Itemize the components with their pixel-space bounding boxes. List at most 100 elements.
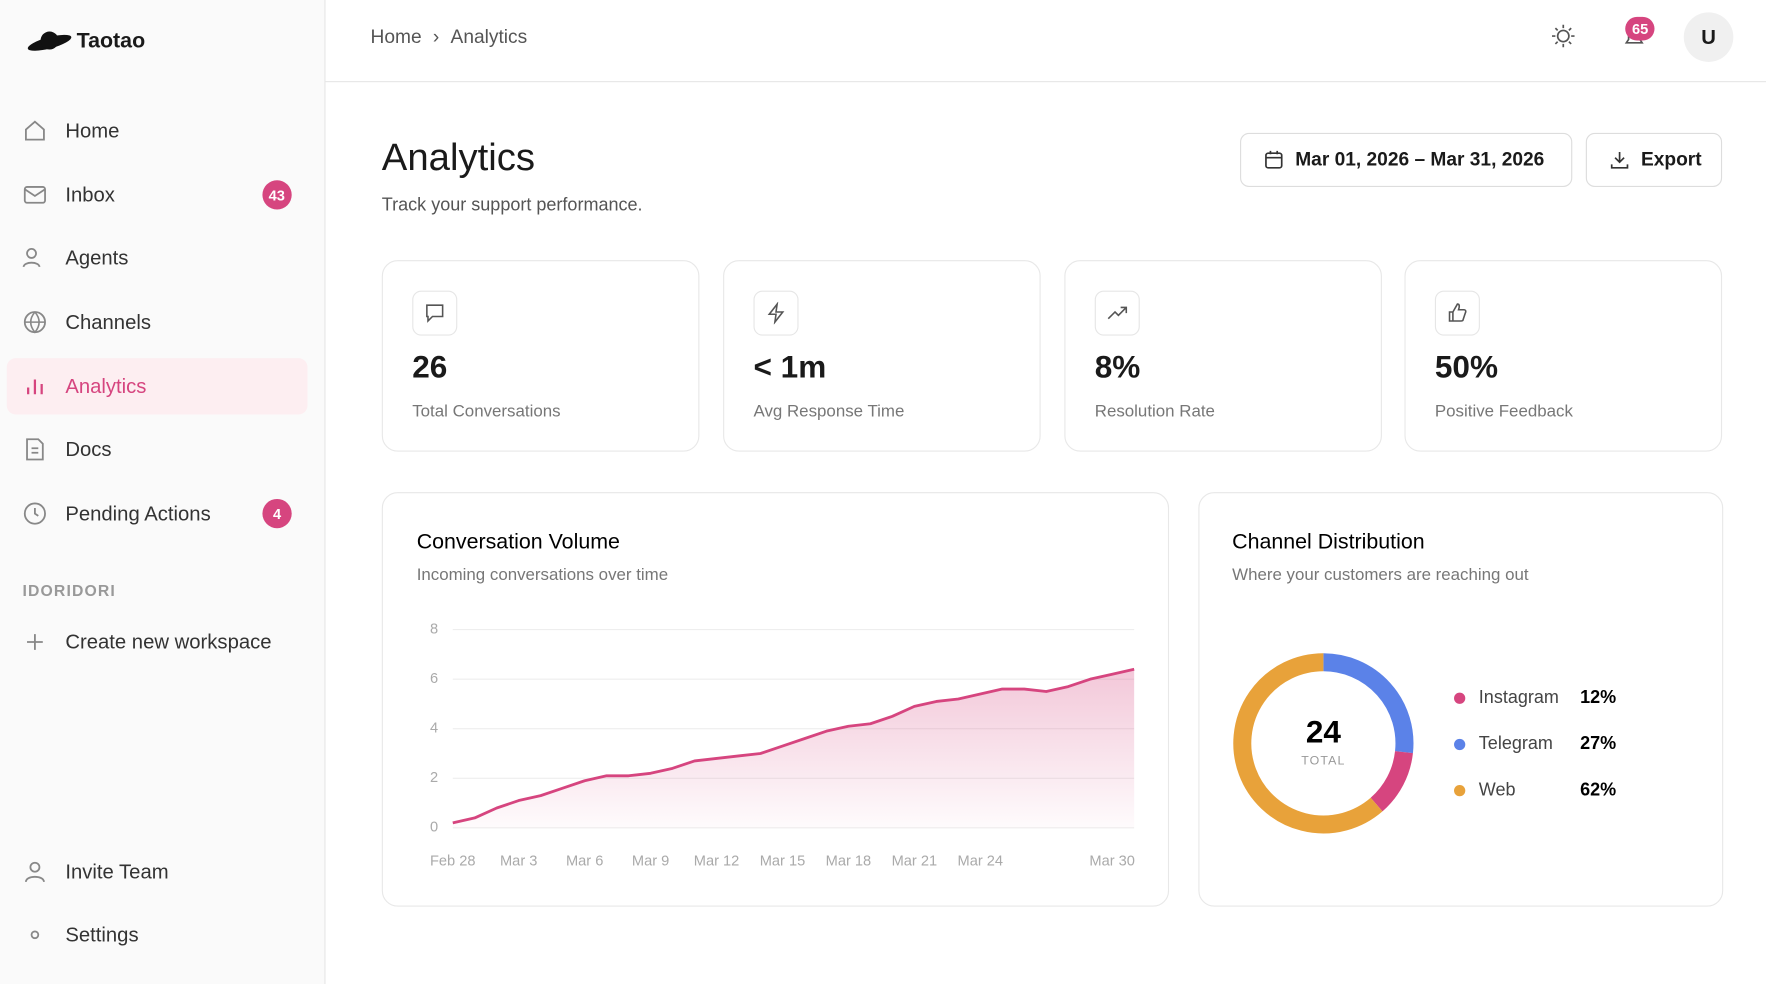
- center-value: 24: [1306, 714, 1342, 750]
- legend-label: Web: [1479, 779, 1516, 799]
- nav-label: Agents: [65, 246, 129, 269]
- value-label: 12%: [1580, 687, 1616, 707]
- nav-item[interactable]: Invite Team: [7, 844, 308, 900]
- nav-item[interactable]: Analytics: [6, 358, 308, 415]
- y-tick-label: 2: [430, 770, 438, 786]
- x-tick-label: Mar 9: [632, 853, 669, 869]
- icon: [23, 502, 46, 525]
- theme-toggle[interactable]: [1551, 24, 1576, 49]
- stat-card: < 1m Avg Response Time: [723, 260, 1041, 452]
- icon: [27, 634, 43, 650]
- x-tick-label: Mar 18: [826, 853, 872, 869]
- chart-subtitle: Incoming conversations over time: [417, 565, 668, 584]
- icon: [23, 311, 46, 334]
- date-range-button[interactable]: Mar 01, 2026 – Mar 31, 2026: [1240, 132, 1573, 187]
- donut-segment: [1370, 750, 1413, 812]
- nav-label: Home: [65, 118, 120, 142]
- value-label: 27%: [1580, 733, 1616, 753]
- label: Mar 01, 2026 – Mar 31, 2026: [1295, 148, 1545, 171]
- y-tick-label: 0: [430, 820, 438, 836]
- sidebar: Taotao Home Inbox 43 Agents Channels Anal…: [0, 0, 326, 984]
- workspace-heading: IDORIDORI: [22, 581, 116, 600]
- nav-label: Docs: [65, 437, 112, 461]
- legend-label: Telegram: [1479, 733, 1553, 753]
- icon: [1434, 290, 1480, 336]
- stat-card: 50% Positive Feedback: [1404, 260, 1723, 452]
- crumb[interactable]: Home: [370, 25, 422, 48]
- x-tick-label: Mar 21: [892, 853, 938, 869]
- icon: [753, 290, 799, 336]
- nav-item[interactable]: Pending Actions 4: [7, 485, 308, 541]
- stat-value: 50%: [1434, 349, 1499, 385]
- icon: [25, 120, 45, 141]
- nav-label: Analytics: [65, 374, 147, 398]
- stat-card: 8% Resolution Rate: [1064, 260, 1382, 452]
- icon: [27, 379, 43, 395]
- stat-label: Resolution Rate: [1094, 402, 1215, 422]
- nav-item[interactable]: Home: [7, 102, 308, 158]
- stat-value: < 1m: [753, 349, 827, 385]
- donut-segment: [1233, 653, 1383, 834]
- icon: [412, 290, 458, 336]
- page-title: Analytics: [381, 136, 536, 180]
- separator: ›: [432, 25, 440, 48]
- legend-swatch: [1454, 785, 1466, 797]
- icon: [26, 438, 44, 461]
- notification-badge: 65: [1625, 16, 1656, 41]
- breadcrumb: Home › Analytics: [371, 26, 528, 49]
- x-tick-label: Mar 12: [694, 853, 740, 869]
- stat-label: Total Conversations: [412, 402, 561, 422]
- value-label: 62%: [1580, 779, 1616, 799]
- chart-title: Conversation Volume: [417, 530, 620, 554]
- nav-label: Create new workspace: [65, 630, 272, 653]
- legend-swatch: [1454, 692, 1466, 704]
- y-tick-label: 6: [430, 671, 438, 687]
- stat-value: 26: [412, 349, 448, 385]
- nav-label: Channels: [65, 310, 151, 333]
- icon: [1610, 152, 1629, 169]
- legend-label: Instagram: [1479, 687, 1559, 707]
- nav-item[interactable]: Docs: [7, 421, 308, 477]
- chart-title: Channel Distribution: [1232, 530, 1424, 554]
- stat-label: Positive Feedback: [1434, 402, 1573, 422]
- center-label: TOTAL: [1301, 754, 1345, 768]
- x-tick-label: Mar 3: [500, 853, 537, 869]
- x-tick-label: Mar 6: [566, 853, 603, 869]
- export-button[interactable]: Export: [1585, 132, 1723, 187]
- brand: Taotao: [76, 29, 146, 53]
- y-tick-label: 8: [430, 621, 438, 637]
- stat-value: 8%: [1094, 349, 1141, 385]
- nav-item[interactable]: Agents: [7, 230, 308, 286]
- y-tick-label: 4: [430, 721, 438, 737]
- nav-item[interactable]: Channels: [7, 294, 308, 350]
- label: Export: [1640, 148, 1702, 171]
- icon: [1094, 290, 1140, 336]
- create-workspace[interactable]: Create new workspace: [7, 614, 308, 670]
- nav-item[interactable]: Settings: [7, 907, 308, 963]
- stat-label: Avg Response Time: [753, 402, 905, 422]
- nav-label: Settings: [65, 922, 139, 946]
- stat-card: 26 Total Conversations: [381, 260, 700, 452]
- icon: [25, 861, 45, 883]
- line: [452, 667, 1135, 825]
- logo: [27, 31, 72, 51]
- page-subtitle: Track your support performance.: [381, 195, 643, 216]
- nav-item[interactable]: Inbox 43: [7, 167, 308, 223]
- badge: 4: [262, 498, 292, 529]
- legend-swatch: [1454, 738, 1466, 751]
- avatar[interactable]: U: [1683, 12, 1734, 62]
- nav-label: Pending Actions: [65, 501, 211, 525]
- x-tick-label: Mar 30: [1089, 853, 1135, 869]
- chart-subtitle: Where your customers are reaching out: [1232, 565, 1529, 584]
- donut-segment: [1323, 653, 1414, 754]
- x-tick-label: Feb 28: [430, 853, 476, 869]
- icon: [30, 930, 40, 940]
- x-tick-label: Mar 15: [760, 853, 806, 869]
- icon: [1265, 150, 1283, 169]
- area-fill: [452, 669, 1135, 828]
- nav-label: Invite Team: [65, 859, 169, 883]
- nav-label: Inbox: [65, 183, 115, 206]
- badge: 43: [261, 180, 292, 210]
